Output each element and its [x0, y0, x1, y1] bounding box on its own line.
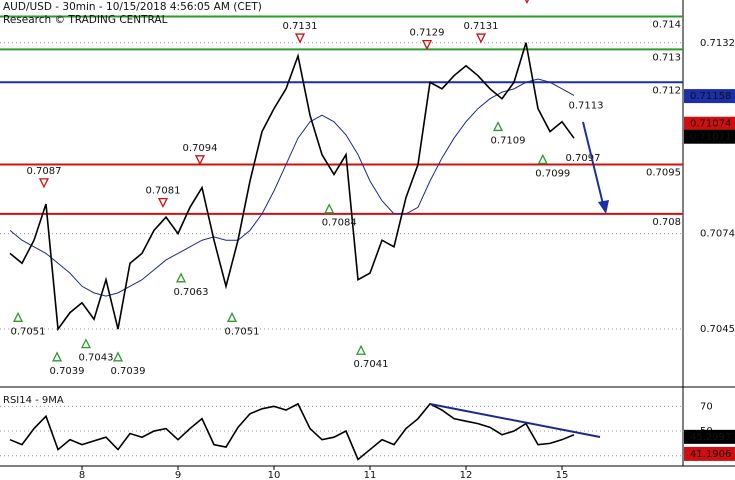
low-marker	[51, 351, 63, 362]
low-label: 0.7039	[111, 366, 146, 377]
x-tick-label: 9	[175, 470, 181, 480]
price-pane: 0.7132 0.7074 0.7045 0.714 0.713 0.712 0.7095 0…	[0, 0, 735, 377]
x-tick-label: 12	[460, 470, 473, 480]
chart-title: AUD/USD - 30min - 10/15/2018 4:56:05 AM …	[3, 1, 262, 13]
low-marker	[355, 344, 367, 355]
forecast-arrow	[582, 121, 604, 205]
forecast-arrowhead	[598, 200, 609, 214]
level-label: 0.714	[652, 19, 681, 30]
target-label: 0.7113	[569, 100, 604, 111]
low-label: 0.7051	[11, 326, 46, 337]
level-label-bg	[652, 215, 682, 228]
chart-subtitle: Research © TRADING CENTRAL	[3, 14, 168, 26]
low-marker	[324, 203, 335, 214]
y-tick-label: 0.7132	[700, 38, 735, 49]
level-label: 0.712	[652, 85, 681, 96]
low-marker	[175, 272, 187, 283]
low-label: 0.7039	[50, 366, 85, 377]
high-label: 0.7131	[283, 21, 318, 32]
level-label-bg	[652, 18, 682, 31]
rsi-title: RSI14 - 9MA	[3, 395, 64, 406]
high-label: 0.7131	[464, 21, 499, 32]
high-marker	[475, 33, 487, 44]
moving-average	[9, 78, 575, 297]
high-label: 0.7129	[410, 28, 445, 39]
price-box-label: 0.71071	[690, 132, 731, 143]
rsi-box	[684, 429, 735, 444]
x-tick-label: 10	[268, 470, 281, 480]
low-label: 0.7084	[322, 218, 357, 229]
price-box-label: 0.71158	[690, 91, 731, 102]
low-marker	[12, 311, 24, 322]
high-marker	[194, 155, 206, 166]
high-label: 0.7081	[146, 186, 181, 197]
rsi-box-label: 45.2997	[690, 432, 731, 443]
y-tick-label: 0.7045	[700, 324, 735, 335]
low-label: 0.7063	[174, 287, 209, 298]
low-marker	[226, 311, 238, 322]
rsi-trendline	[429, 403, 601, 438]
price-line	[9, 42, 575, 332]
price-box	[684, 89, 735, 104]
price-line	[9, 402, 575, 461]
low-label: 0.7099	[535, 168, 570, 179]
y-tick-label: 70	[700, 401, 713, 412]
x-tick-label: 11	[364, 470, 377, 480]
low-marker	[537, 153, 548, 165]
high-marker	[294, 33, 306, 44]
high-marker	[421, 39, 433, 51]
low-marker	[492, 121, 504, 132]
level-label: 0.7095	[646, 168, 681, 179]
level-label-bg	[652, 84, 682, 97]
low-label: 0.7051	[225, 326, 260, 337]
rsi-box	[684, 446, 735, 461]
high-label: 0.7094	[182, 143, 217, 154]
high-marker	[157, 197, 169, 209]
high-label: 0.7087	[26, 166, 61, 177]
low-label: 0.7109	[491, 135, 526, 146]
y-tick-label: 0.7074	[700, 229, 735, 240]
low-label: 0.7043	[78, 353, 113, 364]
high-marker	[38, 178, 50, 189]
price-box	[684, 116, 735, 131]
price-box-label: 0.71074	[690, 119, 731, 130]
level-label-bg	[652, 51, 682, 64]
x-tick-label: 8	[79, 470, 85, 480]
low-marker	[80, 338, 92, 349]
x-tick-label: 15	[556, 470, 569, 480]
low-marker	[112, 351, 124, 362]
level-label: 0.708	[652, 217, 681, 228]
level-label: 0.713	[652, 52, 681, 63]
rsi-box-label: 41.1906	[690, 449, 731, 460]
price-box	[684, 129, 735, 144]
level-label-bg	[652, 166, 682, 179]
low-label: 0.7041	[354, 359, 389, 370]
target-label: 0.7097	[566, 153, 601, 164]
